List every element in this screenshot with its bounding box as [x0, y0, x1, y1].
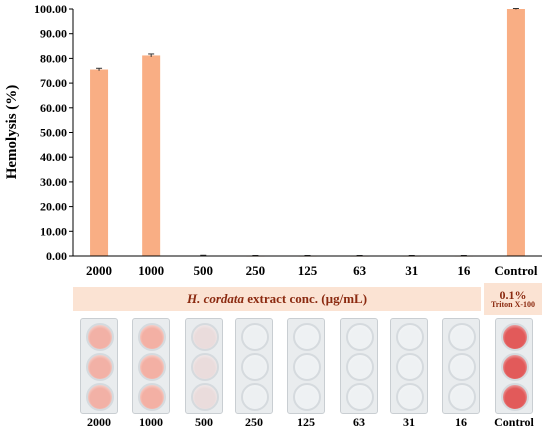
well [501, 323, 529, 351]
x-tick-label: 16 [457, 263, 471, 278]
y-tick-label: 0.00 [46, 249, 67, 263]
well-label: 1000 [139, 415, 163, 429]
x-tick-label: 2000 [86, 263, 112, 278]
well-strip [495, 318, 533, 414]
y-tick-label: 20.00 [40, 200, 67, 214]
extract-conc-label: extract conc. (µg/mL) [244, 291, 368, 306]
x-tick-label: 250 [246, 263, 266, 278]
well-strip [287, 318, 325, 414]
x-tick-label: 1000 [138, 263, 164, 278]
well [241, 383, 269, 411]
well [86, 323, 114, 351]
well [138, 353, 166, 381]
y-tick-label: 10.00 [40, 224, 67, 238]
well-strip [390, 318, 428, 414]
y-tick-label: 70.00 [40, 76, 67, 90]
extract-name: H. cordata [186, 291, 245, 306]
well [293, 383, 321, 411]
x-tick-label: 500 [194, 263, 214, 278]
well [191, 383, 219, 411]
well [448, 323, 476, 351]
well [346, 383, 374, 411]
well [86, 353, 114, 381]
well [293, 323, 321, 351]
y-tick-label: 50.00 [40, 126, 67, 140]
well-label: 31 [403, 415, 415, 429]
well [396, 383, 424, 411]
well-strip [132, 318, 170, 414]
well-label: 500 [195, 415, 213, 429]
bar [90, 69, 109, 256]
well-labels: 2000 1000 500 250 125 63 31 16 Control [0, 415, 550, 433]
y-tick-label: 90.00 [40, 27, 67, 41]
y-axis-label: Hemolysis (%) [4, 85, 20, 180]
well [448, 383, 476, 411]
well-label: 2000 [87, 415, 111, 429]
well-strip [235, 318, 273, 414]
well [241, 353, 269, 381]
well-plate-photo [0, 318, 550, 414]
well-strip [80, 318, 118, 414]
x-tick-label: 31 [405, 263, 418, 278]
well [346, 353, 374, 381]
well-label: 125 [297, 415, 315, 429]
x-tick-label: 63 [353, 263, 367, 278]
well [191, 353, 219, 381]
y-tick-label: 40.00 [40, 150, 67, 164]
x-tick-label: Control [494, 263, 537, 278]
well-label: 250 [245, 415, 263, 429]
well-strip [185, 318, 223, 414]
control-percent: 0.1% [499, 287, 527, 302]
y-tick-label: 100.00 [34, 2, 67, 16]
well [191, 323, 219, 351]
well [293, 353, 321, 381]
well-strip [442, 318, 480, 414]
bar [506, 9, 525, 256]
well [396, 353, 424, 381]
y-axis-ticks: 0.00 10.00 20.00 30.00 40.00 50.00 60.00 70.00 8… [34, 2, 73, 263]
x-tick-label: 125 [298, 263, 318, 278]
well-label: 63 [353, 415, 365, 429]
well-label: 16 [455, 415, 467, 429]
well [501, 353, 529, 381]
extract-concentration-banner: H. cordata extract conc. (µg/mL) [73, 287, 481, 311]
hemolysis-bar-chart: 0.00 10.00 20.00 30.00 40.00 50.00 60.00 70.00 8… [4, 2, 542, 278]
well [241, 323, 269, 351]
y-tick-label: 30.00 [40, 175, 67, 189]
y-tick-label: 60.00 [40, 101, 67, 115]
well [501, 383, 529, 411]
well [138, 383, 166, 411]
control-reagent: Triton X-100 [490, 300, 536, 310]
control-banner: 0.1% Triton X-100 [484, 283, 542, 315]
well [448, 353, 476, 381]
x-axis-ticks: 2000 1000 500 250 125 63 31 16 Control [86, 263, 538, 278]
well-label: Control [494, 415, 534, 429]
bars-group [90, 8, 525, 257]
well [86, 383, 114, 411]
well [346, 323, 374, 351]
well [396, 323, 424, 351]
bar [142, 55, 161, 256]
well-strip [340, 318, 378, 414]
well [138, 323, 166, 351]
y-tick-label: 80.00 [40, 51, 67, 65]
